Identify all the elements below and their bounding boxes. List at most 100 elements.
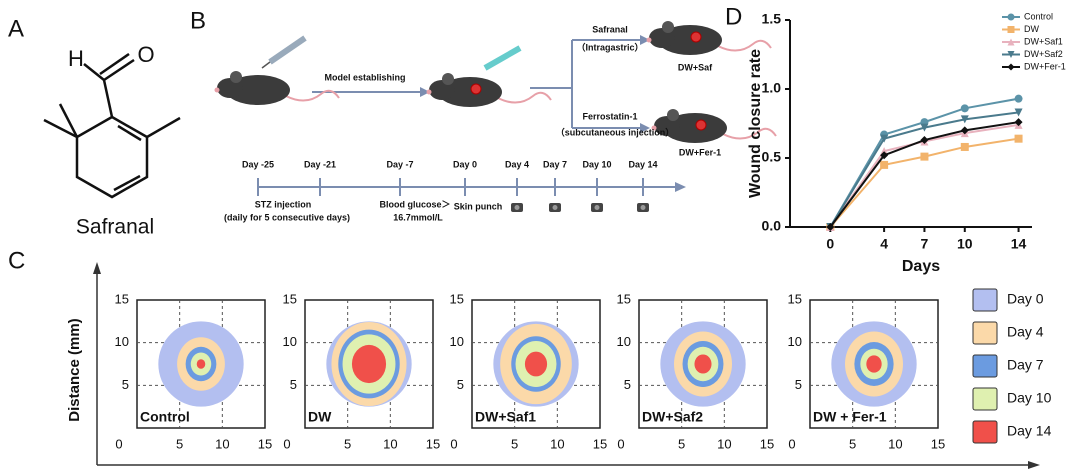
x-tick-label: 5	[849, 436, 856, 451]
series-line	[829, 137, 1019, 228]
x-tick-label: 10	[717, 436, 731, 451]
x-tick-label: 15	[593, 436, 607, 451]
mouse-body	[226, 75, 290, 105]
day-label: Day -25	[242, 159, 274, 169]
camera-lens	[552, 205, 558, 210]
molecule-name: Safranal	[76, 216, 154, 239]
y-tick-label: 15	[788, 291, 802, 306]
x-tick-label: 10	[383, 436, 397, 451]
day-label: Day -7	[386, 159, 413, 169]
panel-label: C	[8, 247, 25, 274]
mouse-wound	[695, 119, 707, 131]
event-label: STZ injection	[255, 199, 312, 209]
y-tick-label: 5	[457, 377, 464, 392]
x-tick-label: 10	[550, 436, 564, 451]
group-label: DW + Fer-1	[813, 409, 887, 425]
x-tick-label: 5	[344, 436, 351, 451]
legend-label: DW	[1024, 24, 1039, 34]
y-tick-label: 5	[290, 377, 297, 392]
y-tick-label: 5	[624, 377, 631, 392]
day-label: Day 4	[505, 159, 529, 169]
data-point	[880, 147, 889, 156]
data-point	[920, 152, 929, 161]
legend-label: DW+Saf2	[1024, 49, 1063, 59]
data-point	[880, 134, 889, 143]
mouse-head	[217, 78, 243, 98]
data-point	[920, 123, 929, 132]
tick-label: 0	[450, 436, 457, 451]
axis-label: Distance (mm)	[66, 318, 83, 421]
day-label: Day 10	[582, 159, 611, 169]
drug-label: Ferrostatin-1	[582, 111, 637, 121]
data-point	[1014, 118, 1023, 127]
y-tick-label: 15	[283, 291, 297, 306]
group-label: DW+Saf	[678, 62, 713, 72]
mouse-nose	[651, 125, 657, 131]
panel-label: B	[190, 7, 206, 34]
legend-label: Control	[1024, 11, 1053, 21]
legend-label: DW+Fer-1	[1024, 61, 1066, 71]
event-label: 16.7mmol/L	[393, 212, 443, 222]
group-label: DW+Saf2	[642, 409, 703, 425]
data-point	[1007, 38, 1015, 46]
y-tick-label: 15	[617, 291, 631, 306]
panel-label: D	[725, 3, 742, 30]
x-tick-label: 14	[1011, 236, 1027, 252]
mouse-body	[658, 25, 722, 55]
mouse-nose	[214, 87, 220, 93]
y-tick-label: 10	[788, 334, 802, 349]
camera-lens	[594, 205, 600, 210]
x-axis-label: Days	[902, 258, 940, 275]
y-tick-label: 10	[450, 334, 464, 349]
data-point	[1007, 63, 1015, 71]
data-point	[960, 115, 969, 124]
tick-label: 0	[115, 436, 122, 451]
y-tick-label: 5	[122, 377, 129, 392]
legend-label: Day 0	[1007, 291, 1044, 307]
legend-swatch	[972, 354, 998, 378]
y-tick-label: 15	[450, 291, 464, 306]
legend-label: DW+Saf1	[1024, 36, 1063, 46]
data-point	[826, 223, 835, 231]
x-tick-label: 10	[957, 236, 973, 252]
tick-label: 0	[617, 436, 624, 451]
contour-region	[351, 344, 387, 384]
y-axis-label: Wound closure rate	[747, 49, 764, 198]
data-point	[960, 142, 969, 151]
camera-lens	[514, 205, 520, 210]
group-label: DW	[308, 409, 332, 425]
y-tick-label: 0.5	[762, 149, 782, 165]
legend-swatch	[972, 321, 998, 345]
atom: O	[137, 42, 154, 67]
x-tick-label: 15	[426, 436, 440, 451]
mouse-head	[654, 116, 680, 136]
legend-label: Day 4	[1007, 324, 1044, 340]
mouse-tail	[285, 89, 340, 102]
y-tick-label: 5	[795, 377, 802, 392]
mouse-wound	[470, 83, 482, 95]
x-tick-label: 5	[678, 436, 685, 451]
data-point	[1014, 94, 1023, 103]
route-label: （Intragastric）	[576, 42, 643, 52]
x-tick-label: 5	[511, 436, 518, 451]
step-label: Model establishing	[324, 72, 405, 82]
panel-label: A	[8, 15, 24, 42]
series-line	[829, 97, 1019, 228]
group-label: DW+Fer-1	[679, 147, 721, 157]
syringe	[261, 35, 522, 71]
mouse-nose	[426, 89, 432, 95]
data-point	[1014, 108, 1023, 117]
y-tick-label: 10	[283, 334, 297, 349]
legend-swatch	[972, 420, 998, 444]
legend-swatch	[972, 288, 998, 312]
mouse-ear	[662, 21, 674, 33]
event-label: (daily for 5 consecutive days)	[224, 212, 350, 222]
c-axes	[93, 262, 1040, 469]
route-label: （subcutaneous injection）	[556, 127, 675, 137]
mouse-ear	[667, 109, 679, 121]
legend-label: Day 7	[1007, 357, 1044, 373]
data-point	[1007, 26, 1015, 33]
group-label: DW+Saf1	[475, 409, 536, 425]
legend-label: Day 14	[1007, 423, 1052, 439]
mouse-ear	[230, 71, 242, 83]
